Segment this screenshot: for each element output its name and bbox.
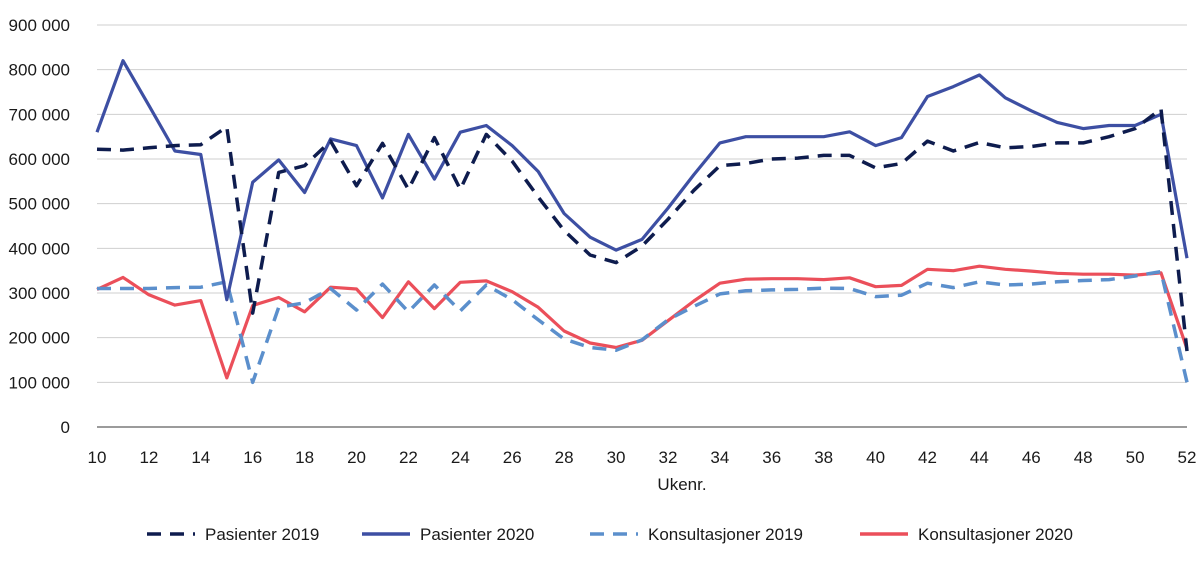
x-tick-label: 20 xyxy=(347,448,366,467)
x-axis-title: Ukenr. xyxy=(657,475,706,494)
x-tick-label: 44 xyxy=(970,448,989,467)
gridlines xyxy=(97,24,1187,383)
x-tick-label: 40 xyxy=(866,448,885,467)
legend-label-2: Konsultasjoner 2019 xyxy=(648,525,803,544)
y-tick-label: 200 000 xyxy=(9,329,70,348)
x-tick-label: 34 xyxy=(710,448,729,467)
x-tick-label: 18 xyxy=(295,448,314,467)
x-tick-label: 30 xyxy=(607,448,626,467)
x-tick-label: 26 xyxy=(503,448,522,467)
x-tick-label: 48 xyxy=(1074,448,1093,467)
y-tick-label: 700 000 xyxy=(9,105,70,124)
x-tick-label: 46 xyxy=(1022,448,1041,467)
legend-label-3: Konsultasjoner 2020 xyxy=(918,525,1073,544)
x-tick-label: 24 xyxy=(451,448,470,467)
y-tick-label: 100 000 xyxy=(9,373,70,392)
x-tick-label: 42 xyxy=(918,448,937,467)
y-tick-label: 500 000 xyxy=(9,195,70,214)
legend-label-0: Pasienter 2019 xyxy=(205,525,319,544)
y-tick-label: 800 000 xyxy=(9,61,70,80)
y-tick-label: 400 000 xyxy=(9,239,70,258)
series-line-1 xyxy=(95,59,1189,302)
series-line-2 xyxy=(97,269,1189,385)
x-tick-label: 22 xyxy=(399,448,418,467)
x-tick-label: 52 xyxy=(1178,448,1197,467)
x-tick-label: 38 xyxy=(814,448,833,467)
legend: Pasienter 2019 Pasienter 2020 Konsultasjon… xyxy=(147,525,1073,544)
x-tick-label: 28 xyxy=(555,448,574,467)
x-tick-label: 32 xyxy=(658,448,677,467)
y-tick-label: 900 000 xyxy=(9,16,70,35)
x-tick-label: 14 xyxy=(191,448,210,467)
y-tick-label: 0 xyxy=(61,418,70,437)
x-tick-label: 36 xyxy=(762,448,781,467)
x-tick-label: 10 xyxy=(88,448,107,467)
y-tick-label: 600 000 xyxy=(9,150,70,169)
y-axis-ticks: 0 100 000 200 000 300 000 400 000 500 000 600 … xyxy=(9,16,70,437)
series-line-0 xyxy=(96,107,1189,352)
x-tick-label: 50 xyxy=(1126,448,1145,467)
x-tick-label: 12 xyxy=(139,448,158,467)
y-tick-label: 300 000 xyxy=(9,284,70,303)
x-axis-ticks: 10 12 14 16 18 20 22 24 26 28 30 32 34 36 38 40 42 44 46 48… xyxy=(88,448,1197,467)
legend-label-1: Pasienter 2020 xyxy=(420,525,534,544)
series-lines xyxy=(95,59,1189,385)
x-tick-label: 16 xyxy=(243,448,262,467)
